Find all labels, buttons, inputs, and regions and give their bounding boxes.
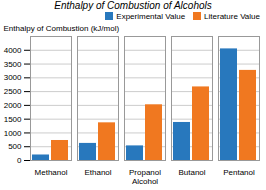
svg-text:0: 0 [17, 156, 22, 165]
svg-text:1500: 1500 [4, 115, 22, 124]
svg-text:3500: 3500 [4, 60, 22, 69]
html-text:Literature Value: Literature Value [204, 12, 260, 21]
svg-text:2000: 2000 [4, 101, 22, 110]
svg-text:500: 500 [8, 142, 22, 151]
svg-text:1000: 1000 [4, 129, 22, 138]
svg-text:Methanol: Methanol [35, 168, 68, 177]
svg-text:2500: 2500 [4, 87, 22, 96]
svg-text:Propanol: Propanol [129, 168, 161, 178]
svg-text:Alcohol: Alcohol [132, 177, 158, 186]
svg-text:4000: 4000 [4, 46, 22, 55]
html-text:Enthalpy of Combustion of Alco: Enthalpy of Combustion of Alcohols [54, 0, 212, 11]
svg-text:Pentanol: Pentanol [223, 168, 255, 177]
svg-text:Enthalpy of Combustion (kJ/mol: Enthalpy of Combustion (kJ/mol) [4, 24, 120, 33]
svg-text:Ethanol: Ethanol [84, 168, 111, 177]
svg-text:Butanol: Butanol [178, 168, 205, 177]
html-text:Experimental Value: Experimental Value [116, 12, 186, 21]
svg-text:3000: 3000 [4, 73, 22, 82]
